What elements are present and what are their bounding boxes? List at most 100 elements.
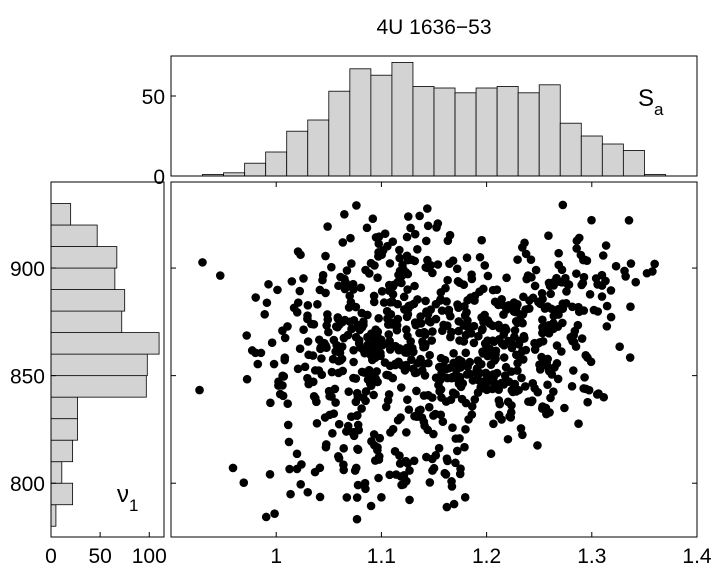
scatter-point	[433, 260, 443, 269]
scatter-point	[425, 350, 434, 360]
scatter-point	[602, 322, 612, 331]
scatter-point	[303, 487, 313, 497]
scatter-xtick-label: 1.2	[472, 545, 501, 568]
left-histogram-bar	[50, 504, 57, 527]
scatter-point	[434, 443, 444, 453]
scatter-point	[310, 393, 320, 403]
scatter-point	[549, 387, 558, 396]
top-ytick-label: 50	[142, 86, 165, 109]
scatter-point	[483, 316, 493, 325]
scatter-point	[384, 339, 393, 349]
scatter-point	[544, 329, 554, 338]
scatter-point	[303, 311, 312, 321]
left-ytick-label: 850	[10, 366, 45, 389]
scatter-point	[384, 390, 394, 399]
left-histogram-bar	[50, 224, 98, 247]
scatter-point	[388, 424, 398, 434]
scatter-point	[460, 493, 470, 502]
scatter-point	[377, 492, 386, 502]
scatter-point	[518, 318, 527, 328]
scatter-point	[363, 310, 372, 320]
scatter-point	[362, 223, 372, 233]
scatter-point	[499, 310, 508, 319]
scatter-point	[340, 284, 350, 294]
scatter-point	[262, 298, 272, 308]
scatter-point	[601, 241, 611, 250]
top-histogram-bar	[496, 86, 519, 177]
scatter-point	[467, 274, 477, 284]
scatter-point	[360, 478, 370, 488]
scatter-point	[537, 288, 547, 298]
top-histogram-bar	[328, 90, 351, 177]
scatter-point	[346, 233, 355, 243]
scatter-point	[626, 259, 636, 268]
scatter-point	[561, 273, 570, 283]
scatter-point	[476, 359, 486, 369]
scatter-point	[448, 372, 457, 382]
scatter-point	[395, 253, 404, 263]
scatter-point	[501, 325, 511, 335]
scatter-point	[478, 349, 488, 358]
scatter-point	[497, 295, 506, 304]
scatter-point	[330, 384, 340, 394]
scatter-point	[293, 364, 303, 374]
scatter-point	[403, 269, 413, 279]
scatter-point	[391, 341, 400, 351]
top-histogram-bar	[265, 151, 288, 177]
scatter-point	[464, 415, 473, 424]
scatter-point	[512, 307, 521, 317]
scatter-point	[526, 255, 536, 265]
scatter-point	[567, 382, 577, 391]
scatter-point	[286, 489, 295, 499]
scatter-point	[368, 214, 378, 224]
scatter-point	[436, 410, 446, 420]
scatter-point	[283, 399, 293, 408]
scatter-point	[403, 212, 413, 221]
scatter-point	[524, 397, 533, 406]
scatter-point	[373, 445, 382, 455]
scatter-point	[323, 310, 332, 319]
scatter-point	[369, 297, 379, 307]
scatter-point	[303, 300, 313, 310]
scatter-point	[554, 260, 564, 270]
scatter-point	[507, 385, 517, 395]
scatter-point	[530, 345, 540, 354]
scatter-point	[583, 397, 592, 407]
scatter-point	[538, 323, 547, 332]
left-histogram-frame	[50, 181, 165, 538]
scatter-point	[435, 386, 444, 396]
scatter-point	[438, 417, 448, 427]
scatter-point	[420, 330, 430, 339]
scatter-point	[428, 466, 437, 475]
left-histogram-bar	[50, 396, 78, 420]
scatter-point	[342, 493, 352, 502]
scatter-point	[507, 401, 516, 410]
scatter-point	[461, 330, 471, 340]
scatter-point	[352, 514, 362, 524]
scatter-point	[322, 343, 331, 352]
scatter-point	[292, 449, 302, 459]
scatter-point	[520, 238, 529, 248]
scatter-point	[574, 419, 583, 428]
scatter-point	[369, 390, 378, 400]
scatter-point	[461, 424, 470, 434]
scatter-point	[562, 287, 571, 296]
scatter-point	[349, 345, 358, 355]
scatter-point	[310, 467, 320, 477]
scatter-point	[266, 398, 275, 408]
scatter-point	[366, 381, 376, 390]
scatter-point	[557, 347, 566, 356]
scatter-point	[443, 275, 452, 285]
scatter-point	[329, 409, 339, 418]
scatter-point	[522, 274, 531, 284]
scatter-point	[402, 348, 412, 357]
scatter-point	[441, 470, 451, 479]
scatter-point	[384, 330, 394, 339]
scatter-point	[386, 309, 396, 319]
scatter-point	[429, 429, 438, 439]
scatter-point	[421, 296, 430, 306]
scatter-point	[388, 237, 398, 246]
scatter-point	[274, 381, 283, 390]
scatter-point	[579, 384, 588, 393]
scatter-point	[448, 423, 457, 432]
